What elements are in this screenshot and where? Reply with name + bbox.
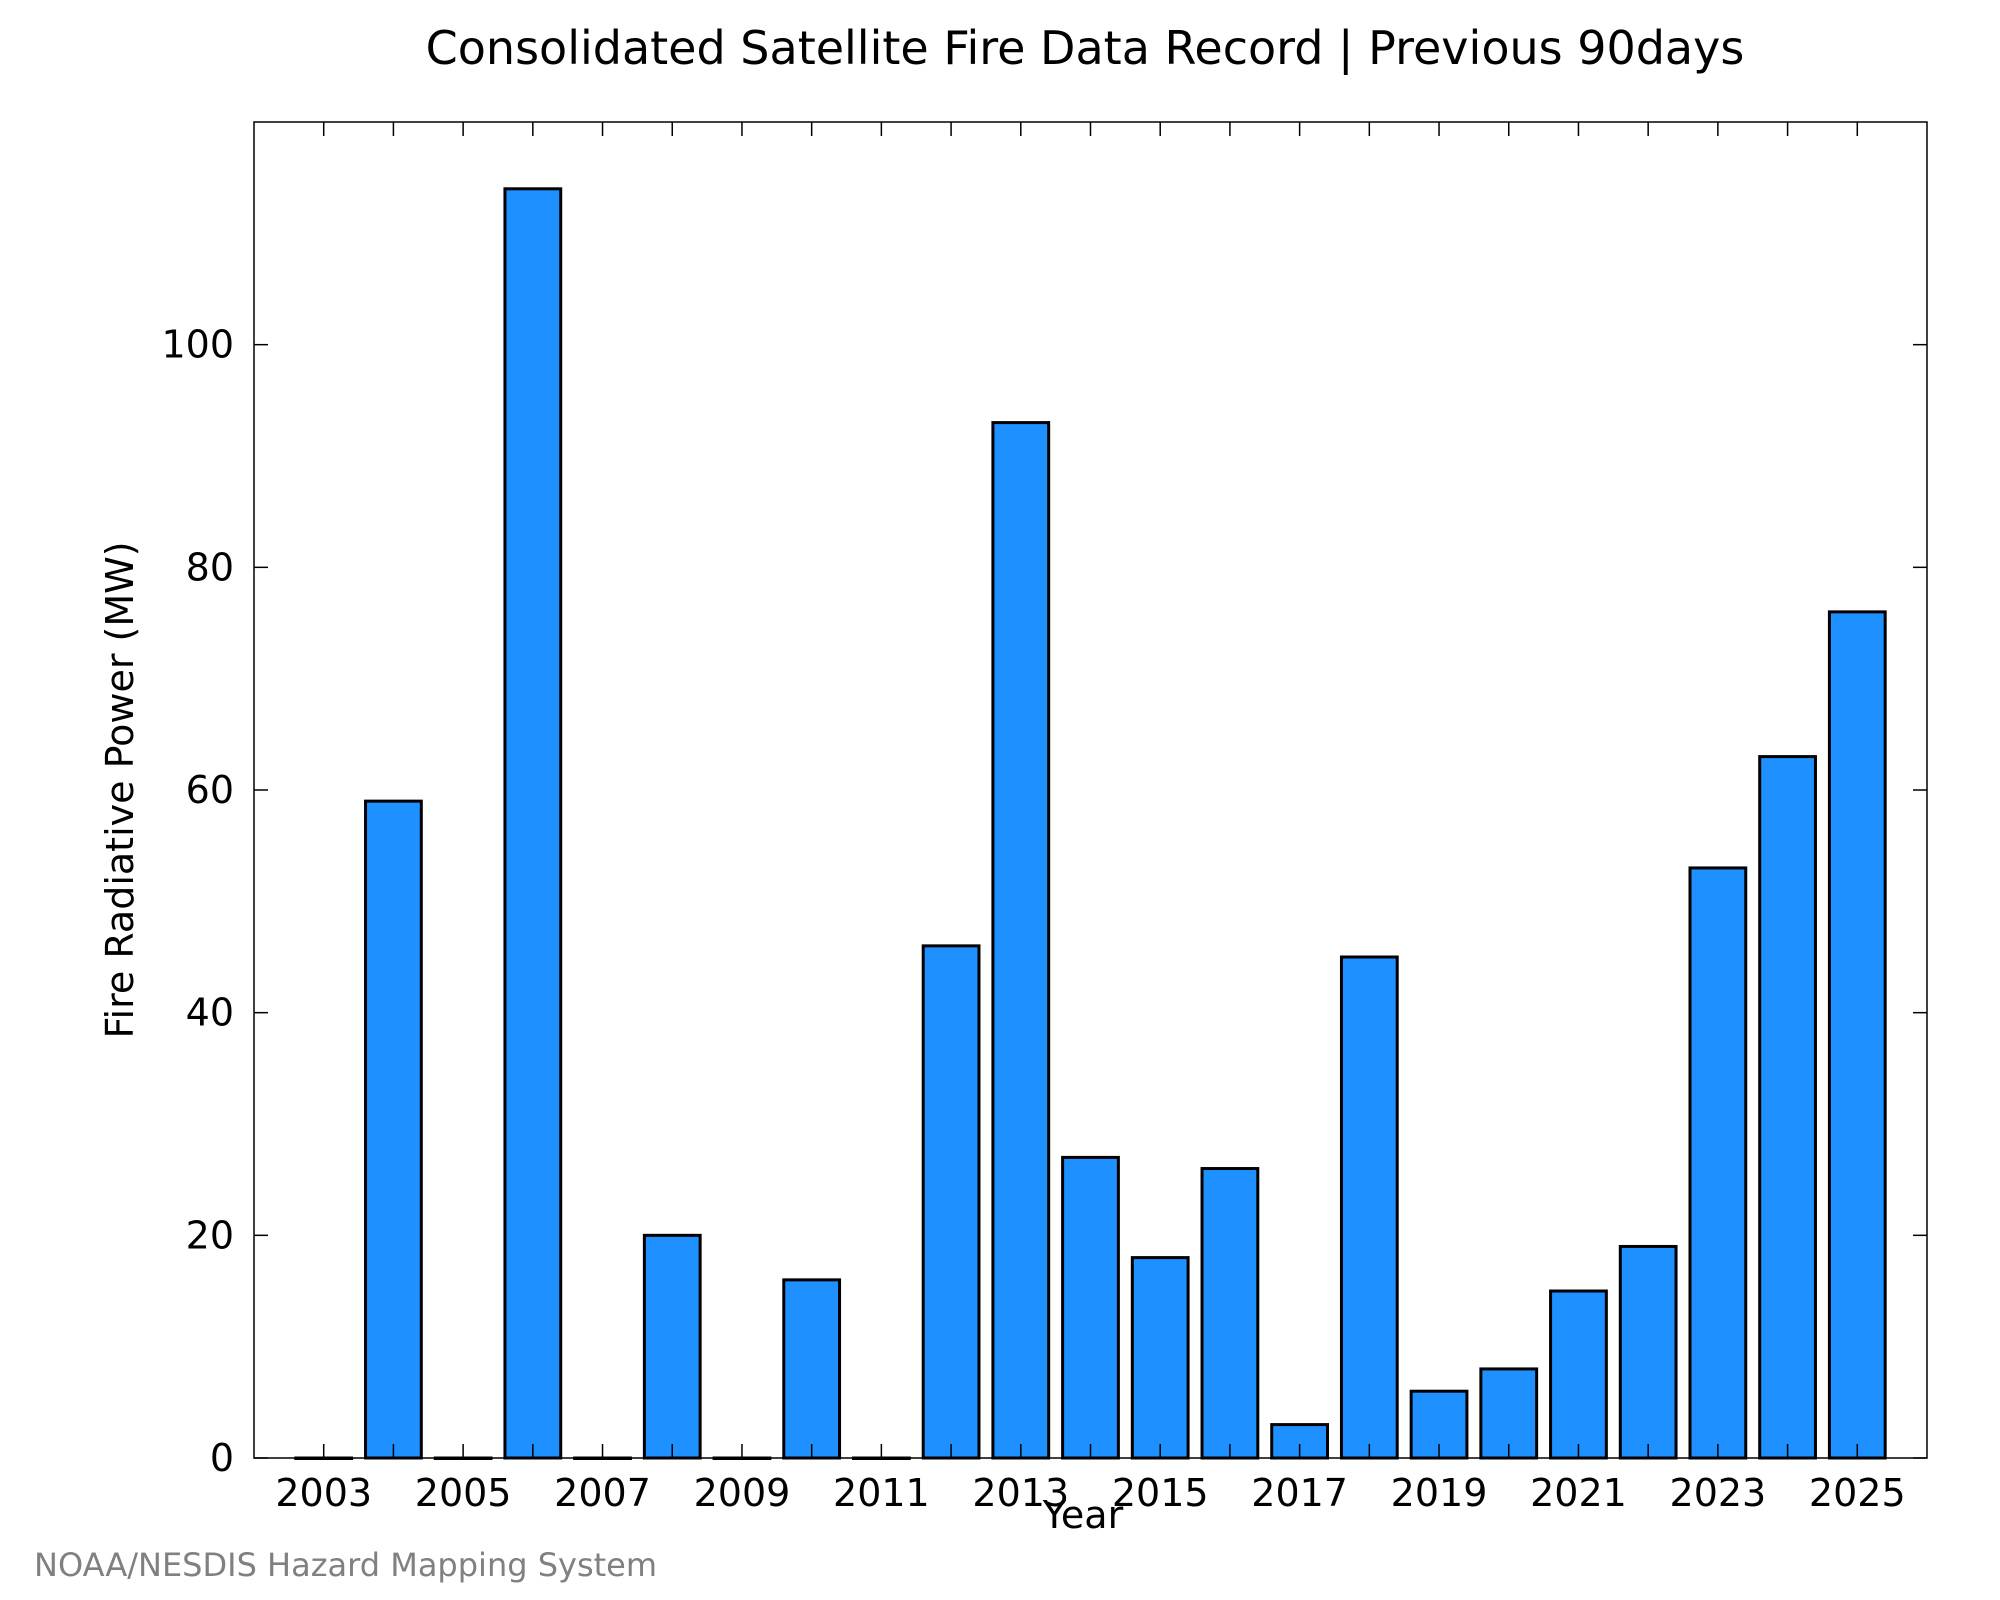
x-tick-label: 2015: [1112, 1471, 1209, 1515]
x-tick-label: 2003: [275, 1471, 372, 1515]
bar-2021: [1549, 1289, 1608, 1460]
chart-title: Consolidated Satellite Fire Data Record …: [426, 21, 1745, 76]
y-tick-label: 0: [210, 1436, 234, 1480]
y-tick-label: 60: [186, 768, 234, 812]
x-tick-label: 2007: [554, 1471, 651, 1515]
y-axis-label: Fire Radiative Power (MW): [98, 541, 142, 1038]
bar-2025: [1827, 610, 1887, 1460]
x-tick-label: 2009: [694, 1471, 791, 1515]
bar-2018: [1339, 955, 1399, 1460]
bar-2012: [921, 944, 981, 1460]
bar-2024: [1758, 755, 1817, 1460]
x-tick-label: 2005: [415, 1471, 512, 1515]
x-tick-label: 2011: [833, 1471, 930, 1515]
bar-2008: [642, 1233, 702, 1460]
bar-2014: [1061, 1155, 1120, 1460]
plot-area: 2003 2005 2007 2009 2011 2013 2015 2017 2019 2021…: [161, 121, 1928, 1515]
y-tick-label: 80: [186, 545, 234, 589]
x-tick-label: 2025: [1809, 1471, 1906, 1515]
y-tick-label: 40: [186, 991, 234, 1035]
x-tick-label: 2021: [1530, 1471, 1627, 1515]
bar-2015: [1130, 1256, 1190, 1460]
y-tick-label: 100: [161, 323, 234, 367]
bar-2010: [782, 1278, 842, 1460]
x-axis-label: Year: [1042, 1493, 1124, 1537]
credit-text: NOAA/NESDIS Hazard Mapping System: [34, 1546, 657, 1584]
bar-2004: [364, 799, 423, 1460]
y-tick-label: 20: [186, 1213, 234, 1257]
x-tick-label: 2013: [972, 1471, 1069, 1515]
x-tick-label: 2019: [1391, 1471, 1488, 1515]
bar-2013: [991, 421, 1051, 1460]
x-tick-label: 2023: [1670, 1471, 1767, 1515]
x-tick-label: 2017: [1251, 1471, 1348, 1515]
bar-2016: [1200, 1167, 1260, 1460]
bar-2006: [503, 187, 563, 1460]
bar-2023: [1688, 866, 1748, 1460]
bar-2022: [1618, 1244, 1678, 1460]
